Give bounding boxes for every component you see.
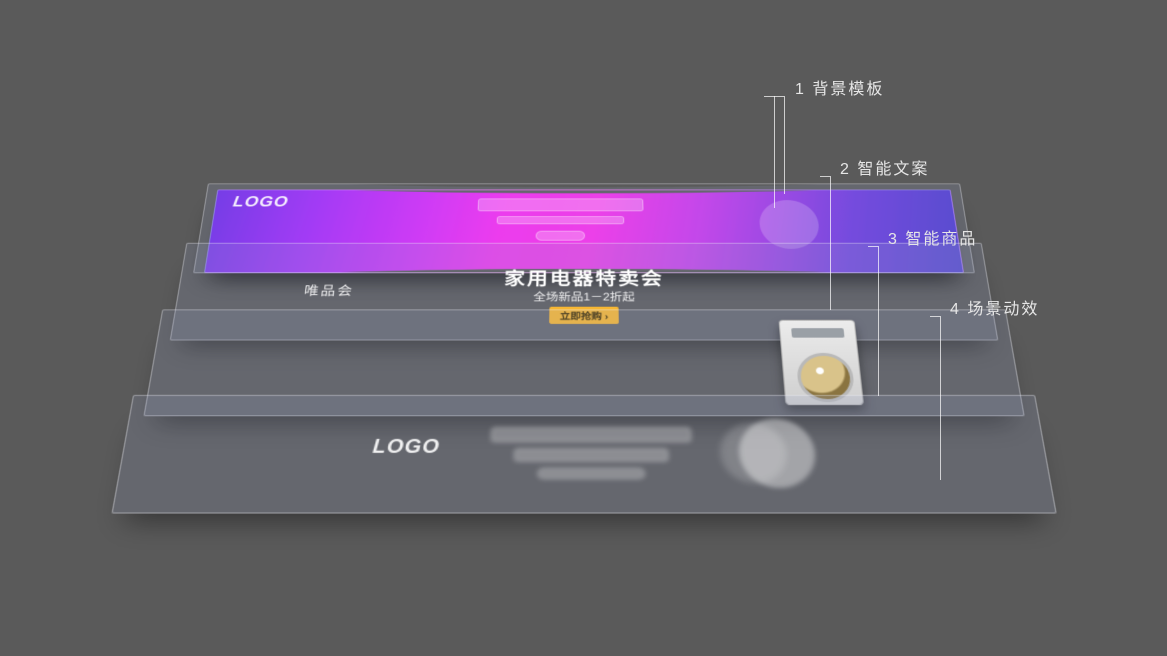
label-4-text: 场景动效 [967,301,1039,318]
callout-1 [784,96,785,194]
headline-text: 家用电器特卖会 [503,264,663,289]
label-4: 4 场景动效 [950,295,1039,319]
label-2-index: 2 [840,161,851,178]
label-1: 1 背景模板 [795,75,884,99]
subline-slot [496,216,624,224]
stage: LOGO 唯品会 家用电器特卖会 全场新品1－2折起 立即抢购 › LOGO [0,0,1167,656]
label-3-index: 3 [888,231,899,248]
blur-bar-3 [537,468,645,479]
product-slot [757,200,820,249]
callout-1b [774,96,775,208]
callout-2 [830,176,831,310]
logo-text: LOGO [231,194,289,211]
cta-slot [535,231,584,241]
label-3: 3 智能商品 [888,225,977,249]
callout-3 [878,246,879,396]
label-3-text: 智能商品 [905,231,977,248]
subline-text: 全场新品1－2折起 [533,289,635,304]
blur-circle-echo [718,423,788,483]
label-2-text: 智能文案 [857,161,929,178]
blur-circle [736,419,817,488]
blur-bar-2 [513,449,667,462]
label-1-text: 背景模板 [812,81,884,98]
label-4-index: 4 [950,301,961,318]
callout-4 [940,316,941,480]
label-2: 2 智能文案 [840,155,929,179]
brand-text: 唯品会 [303,282,355,300]
label-1-index: 1 [795,81,806,98]
layer-motion: LOGO [584,395,1057,514]
product-washing-machine-icon [778,320,864,405]
motion-logo-text: LOGO [371,436,440,459]
headline-slot [477,198,643,211]
blur-bar-1 [490,427,690,442]
